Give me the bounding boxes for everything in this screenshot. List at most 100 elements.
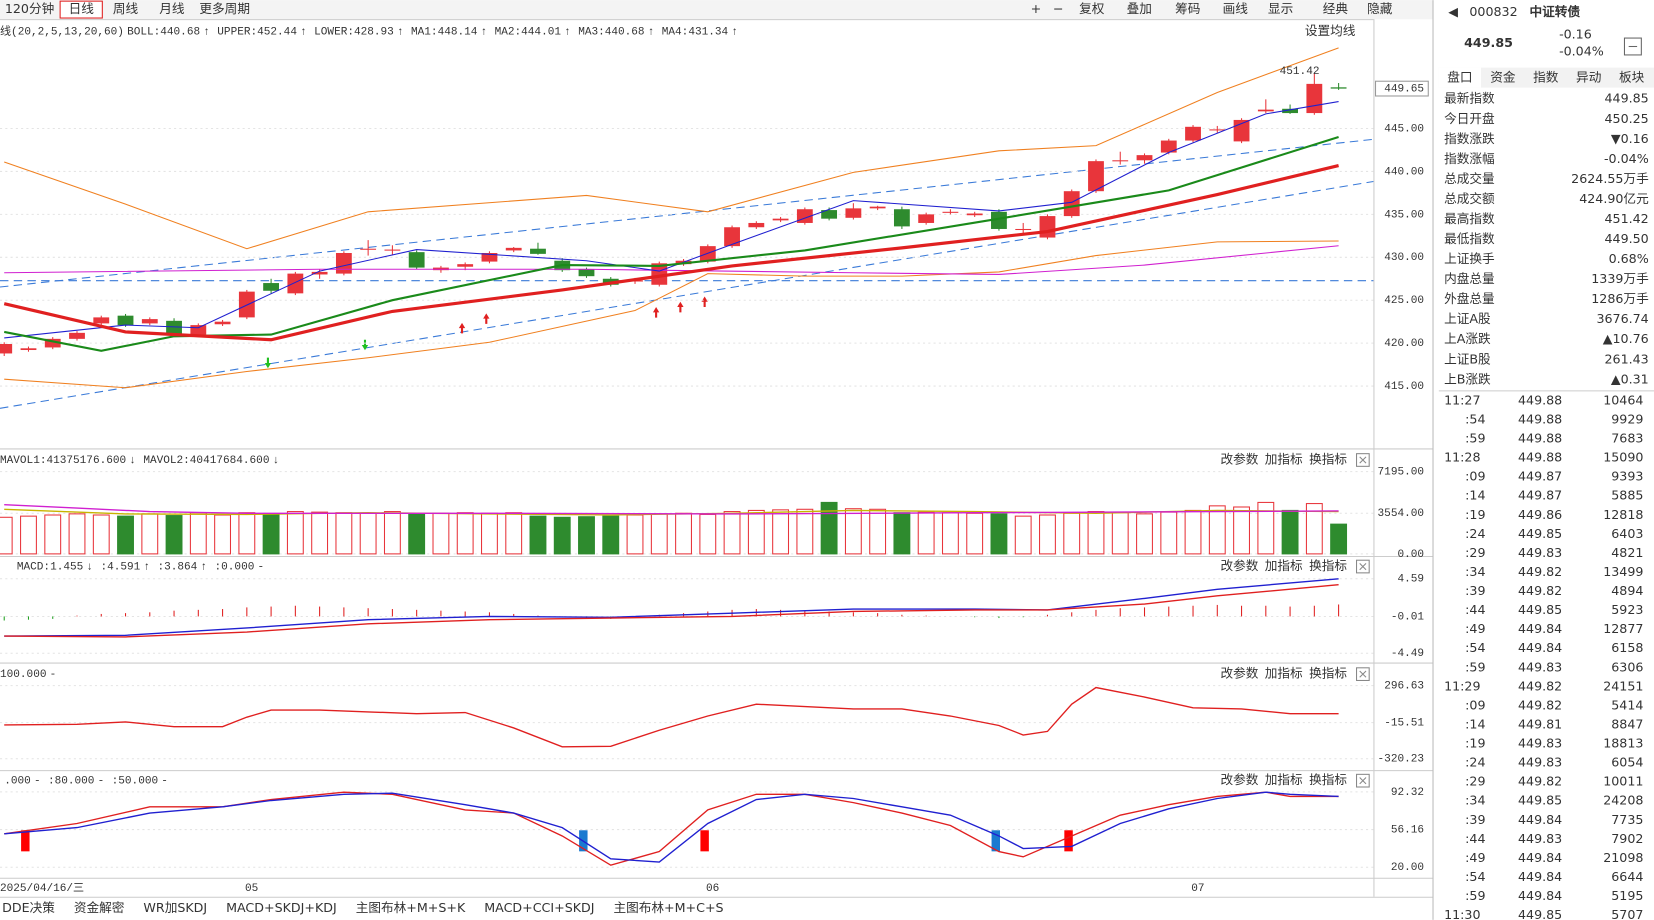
volume-bar xyxy=(481,512,498,555)
panel-button[interactable]: 加指标 xyxy=(1265,452,1303,467)
candle-body xyxy=(384,249,401,251)
tick-price: 449.84 xyxy=(1518,888,1562,903)
volume-bar xyxy=(675,512,692,555)
legend-item: :3.864 xyxy=(157,561,197,573)
panel-button[interactable]: 加指标 xyxy=(1265,666,1303,681)
quote-tab[interactable]: 板块 xyxy=(1619,70,1645,85)
tool-button[interactable]: 显示 xyxy=(1268,1,1293,16)
back-icon[interactable]: ◀ xyxy=(1448,4,1458,19)
active-period xyxy=(59,0,103,19)
tool-button[interactable]: 叠加 xyxy=(1127,1,1152,16)
tick-price: 449.85 xyxy=(1518,526,1562,541)
y-tick-label: -15.51 xyxy=(1384,718,1424,730)
tick-price: 449.88 xyxy=(1518,392,1562,407)
tool-button[interactable]: 隐藏 xyxy=(1367,1,1393,16)
axis-column xyxy=(1373,19,1433,897)
indicator-tab[interactable]: WR加SKDJ xyxy=(143,900,207,915)
indicator-tab[interactable]: MACD+SKDJ+KDJ xyxy=(226,900,337,915)
tick-volume: 12818 xyxy=(1603,507,1643,522)
candle-body xyxy=(214,321,231,325)
tick-price: 449.83 xyxy=(1518,659,1562,674)
tool-button[interactable]: 筹码 xyxy=(1175,1,1200,16)
period-tab[interactable]: 120分钟 xyxy=(5,1,54,16)
panel-button[interactable]: 换指标 xyxy=(1309,666,1347,681)
close-x xyxy=(1359,563,1367,571)
zoom-out[interactable]: − xyxy=(1053,1,1064,16)
close-panel[interactable] xyxy=(1356,559,1370,574)
volume-bar xyxy=(1330,523,1348,555)
legend-arrow: ↑ xyxy=(648,27,655,39)
panel-button[interactable]: 加指标 xyxy=(1265,772,1303,787)
tool-button[interactable]: 经典 xyxy=(1323,1,1349,16)
quote-tab[interactable]: 指数 xyxy=(1533,70,1559,85)
tick-price: 449.84 xyxy=(1518,869,1562,884)
close-panel[interactable] xyxy=(1356,453,1370,467)
y-tick-label: 445.00 xyxy=(1384,123,1424,135)
indicator-tab[interactable]: MACD+CCI+SKDJ xyxy=(484,900,594,915)
quote-value: 451.42 xyxy=(1604,211,1648,226)
volume-bar xyxy=(602,515,620,555)
quote-tab[interactable]: 资金 xyxy=(1490,70,1516,85)
indicator-tab[interactable]: 主图布林+M+C+S xyxy=(613,900,723,915)
stock-name: 中证转债 xyxy=(1530,4,1581,19)
volume-bar xyxy=(141,513,159,555)
legend-item: :80.000 xyxy=(48,776,94,788)
volume-bar xyxy=(529,515,547,555)
tool-button[interactable]: 复权 xyxy=(1079,1,1105,16)
tool-button[interactable]: 画线 xyxy=(1223,1,1249,16)
tick-time: :14 xyxy=(1465,716,1485,731)
period-tab[interactable]: 月线 xyxy=(159,1,185,16)
panel-button[interactable]: 改参数 xyxy=(1220,666,1258,681)
panel-button[interactable]: 换指标 xyxy=(1309,772,1347,787)
indicator-tab[interactable]: 主图布林+M+S+K xyxy=(356,900,466,915)
quote-tab[interactable]: 盘口 xyxy=(1447,70,1472,85)
tick-volume: 8847 xyxy=(1611,716,1643,731)
close-panel[interactable] xyxy=(1356,667,1370,681)
panel-button[interactable]: 加指标 xyxy=(1265,558,1303,573)
candle-body xyxy=(1306,83,1323,114)
volume-bar xyxy=(796,508,814,555)
volume-bar xyxy=(990,513,1008,555)
candle-body xyxy=(287,273,304,294)
volume-bar xyxy=(699,513,717,555)
panel-button[interactable]: 改参数 xyxy=(1220,452,1258,467)
y-tick-label: -0.01 xyxy=(1391,611,1425,623)
set-ma-button[interactable]: 设置均线 xyxy=(1305,23,1356,38)
close-x xyxy=(1359,777,1367,785)
tick-price: 449.88 xyxy=(1518,431,1562,446)
tick-price: 449.82 xyxy=(1518,564,1562,579)
candle-body xyxy=(1257,109,1274,112)
indicator-line xyxy=(3,164,1339,342)
candle-body xyxy=(699,246,716,262)
zoom-in[interactable]: + xyxy=(1031,1,1042,16)
tick-time: :59 xyxy=(1465,888,1485,903)
candle-body xyxy=(117,315,134,326)
quote-label: 上A涨跌 xyxy=(1444,331,1491,346)
indicator-tab[interactable]: DDE决策 xyxy=(2,900,55,915)
buy-arrow xyxy=(677,301,684,313)
quote-tab[interactable]: 异动 xyxy=(1576,70,1601,85)
volume-bar xyxy=(1305,503,1323,555)
tick-price: 449.82 xyxy=(1518,583,1562,598)
tick-volume: 7683 xyxy=(1611,431,1643,446)
period-tab[interactable]: 更多周期 xyxy=(199,1,250,16)
indicator-tab[interactable]: 资金解密 xyxy=(74,900,125,915)
period-tab[interactable]: 周线 xyxy=(113,1,139,16)
panel-button[interactable]: 改参数 xyxy=(1220,558,1258,573)
volume-bar xyxy=(286,511,304,555)
collapse-icon[interactable] xyxy=(1623,37,1642,56)
candle-body xyxy=(190,325,207,335)
volume-bar xyxy=(359,512,377,555)
tick-volume: 10011 xyxy=(1603,774,1643,789)
panel-button[interactable]: 换指标 xyxy=(1309,558,1347,573)
legend-item: :0.000 xyxy=(215,561,255,573)
panel-borders xyxy=(0,448,1433,898)
panel-button[interactable]: 换指标 xyxy=(1309,452,1347,467)
legend-arrow: - xyxy=(98,776,105,788)
panel-button[interactable]: 改参数 xyxy=(1220,772,1258,787)
legend-item: :4.591 xyxy=(100,561,140,573)
volume-bar xyxy=(941,512,959,555)
close-panel[interactable] xyxy=(1356,773,1370,788)
legend-arrow: ↓ xyxy=(273,455,280,467)
period-tab[interactable]: 日线 xyxy=(69,1,95,16)
